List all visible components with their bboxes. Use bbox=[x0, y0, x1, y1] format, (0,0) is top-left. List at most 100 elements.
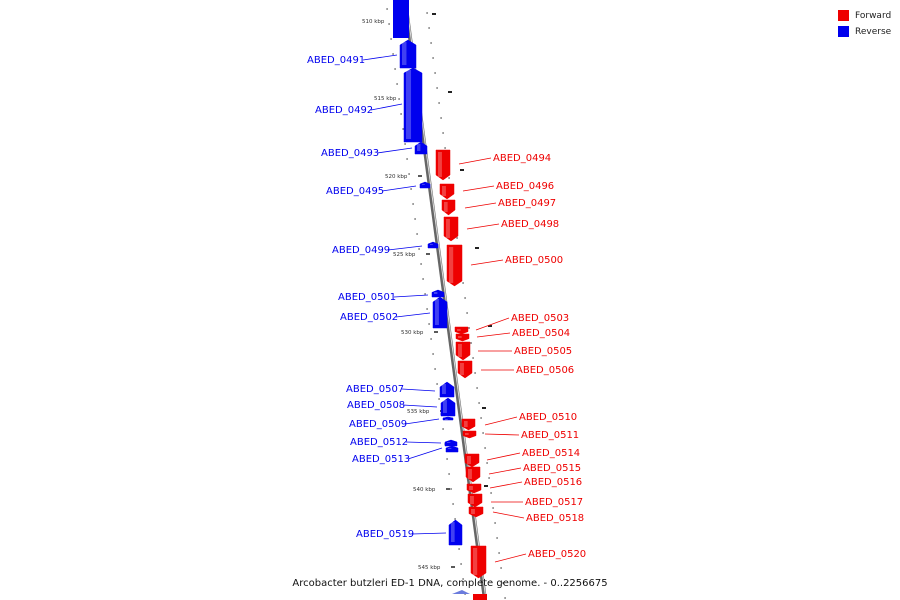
gene-arrow[interactable] bbox=[442, 416, 454, 421]
gene-arrow[interactable] bbox=[462, 430, 477, 439]
gene-label[interactable]: ABED_0512 bbox=[350, 437, 408, 448]
gene-label[interactable]: ABED_0491 bbox=[307, 55, 365, 66]
gene-label[interactable]: ABED_0498 bbox=[501, 219, 559, 230]
gene-arrow[interactable] bbox=[441, 199, 456, 216]
gene-highlight bbox=[473, 548, 478, 575]
forward-swatch bbox=[838, 10, 849, 21]
gene-label[interactable]: ABED_0497 bbox=[498, 198, 556, 209]
gene-label[interactable]: ABED_0514 bbox=[522, 448, 580, 459]
gene-label[interactable]: ABED_0502 bbox=[340, 312, 398, 323]
tick-label: 515 kbp bbox=[374, 96, 397, 102]
gene-highlight bbox=[430, 244, 433, 245]
gene-label[interactable]: ABED_0506 bbox=[516, 365, 574, 376]
gene-arrow[interactable] bbox=[457, 360, 473, 379]
gene-highlight bbox=[458, 336, 462, 338]
gene-label[interactable]: ABED_0515 bbox=[523, 463, 581, 474]
gene-label[interactable]: ABED_0501 bbox=[338, 292, 396, 303]
gene-arrow[interactable] bbox=[431, 289, 445, 298]
leader-line bbox=[489, 481, 523, 489]
gene-arrow[interactable] bbox=[448, 519, 463, 546]
gene-highlight bbox=[406, 70, 412, 139]
leader-line bbox=[475, 317, 510, 331]
legend-reverse: Reverse bbox=[838, 24, 891, 39]
leader-line bbox=[401, 388, 436, 392]
gene-highlight bbox=[444, 202, 448, 212]
gene-arrow[interactable] bbox=[446, 244, 463, 287]
gene-arrow[interactable] bbox=[454, 326, 469, 335]
tick-label: 530 kbp bbox=[401, 330, 424, 336]
tick-label: 510 kbp bbox=[362, 19, 385, 25]
gene-arrow[interactable] bbox=[467, 493, 483, 508]
gene-label[interactable]: ABED_0505 bbox=[514, 346, 572, 357]
gene-arrow[interactable] bbox=[439, 381, 455, 398]
tick-label: 545 kbp bbox=[418, 565, 441, 571]
gene-label[interactable]: ABED_0519 bbox=[356, 529, 414, 540]
gene-highlight bbox=[449, 247, 454, 283]
gene-label[interactable]: ABED_0520 bbox=[528, 549, 586, 560]
gene-arrow[interactable] bbox=[455, 341, 471, 361]
gene-arrow[interactable] bbox=[470, 545, 487, 579]
gene-arrow[interactable] bbox=[461, 418, 476, 431]
gene-label[interactable]: ABED_0511 bbox=[521, 430, 579, 441]
gene-highlight bbox=[467, 456, 471, 464]
legend-forward-label: Forward bbox=[855, 10, 892, 21]
tick-label: 525 kbp bbox=[393, 252, 416, 258]
gene-arrow[interactable] bbox=[440, 397, 456, 417]
gene-label[interactable]: ABED_0508 bbox=[347, 400, 405, 411]
gene-arrow[interactable] bbox=[403, 67, 423, 143]
gene-arrow[interactable] bbox=[432, 296, 448, 329]
leader-line bbox=[393, 294, 429, 298]
gene-arrow[interactable] bbox=[445, 445, 459, 453]
leader-line bbox=[484, 433, 520, 436]
gene-arrow[interactable] bbox=[443, 216, 459, 242]
gene-arrow[interactable] bbox=[465, 466, 481, 483]
leader-line bbox=[387, 245, 423, 251]
leader-line bbox=[466, 223, 500, 230]
gene-arrow[interactable] bbox=[444, 439, 458, 447]
gene-label[interactable]: ABED_0500 bbox=[505, 255, 563, 266]
gene-label[interactable]: ABED_0494 bbox=[493, 153, 551, 164]
gene-highlight bbox=[469, 486, 473, 490]
gene-arrow[interactable] bbox=[427, 241, 439, 249]
gene-label[interactable]: ABED_0499 bbox=[332, 245, 390, 256]
gene-arrow[interactable] bbox=[466, 483, 482, 494]
gene-highlight bbox=[445, 419, 448, 420]
gene-arrow[interactable] bbox=[414, 141, 428, 155]
gene-highlight bbox=[457, 329, 461, 331]
leader-line bbox=[458, 157, 492, 165]
gene-highlight bbox=[448, 448, 452, 449]
leader-line bbox=[402, 404, 438, 408]
gene-label[interactable]: ABED_0504 bbox=[512, 328, 570, 339]
gene-label[interactable]: ABED_0507 bbox=[346, 384, 404, 395]
tick-label: 535 kbp bbox=[407, 409, 430, 415]
leader-line bbox=[486, 452, 521, 461]
gene-label[interactable]: ABED_0503 bbox=[511, 313, 569, 324]
gene-highlight bbox=[446, 219, 450, 238]
gene-label[interactable]: ABED_0509 bbox=[349, 419, 407, 430]
gene-highlight bbox=[442, 384, 446, 394]
gene-arrow[interactable] bbox=[464, 453, 480, 468]
gene-label[interactable]: ABED_0510 bbox=[519, 412, 577, 423]
gene-label[interactable]: ABED_0493 bbox=[321, 148, 379, 159]
gene-highlight bbox=[464, 421, 468, 427]
gene-label[interactable]: ABED_0513 bbox=[352, 454, 410, 465]
leader-line bbox=[411, 532, 447, 535]
gene-label[interactable]: ABED_0496 bbox=[496, 181, 554, 192]
gene-highlight bbox=[422, 184, 425, 185]
gene-arrow[interactable] bbox=[399, 39, 417, 69]
gene-label[interactable]: ABED_0517 bbox=[525, 497, 583, 508]
caption: Arcobacter butzleri ED-1 DNA, complete g… bbox=[0, 578, 900, 589]
gene-label[interactable]: ABED_0492 bbox=[315, 105, 373, 116]
gene-arrow[interactable] bbox=[439, 183, 455, 200]
gene-arrow[interactable] bbox=[455, 333, 470, 342]
gene-arrow[interactable] bbox=[468, 506, 484, 518]
leader-line bbox=[407, 447, 443, 460]
gene-arrow-fragment bbox=[473, 594, 487, 600]
gene-highlight bbox=[451, 522, 455, 542]
gene-arrow[interactable] bbox=[435, 149, 451, 181]
gene-label[interactable]: ABED_0516 bbox=[524, 477, 582, 488]
gene-arrow[interactable] bbox=[419, 181, 431, 189]
gene-label[interactable]: ABED_0495 bbox=[326, 186, 384, 197]
gene-label[interactable]: ABED_0518 bbox=[526, 513, 584, 524]
tick-label: 540 kbp bbox=[413, 487, 436, 493]
